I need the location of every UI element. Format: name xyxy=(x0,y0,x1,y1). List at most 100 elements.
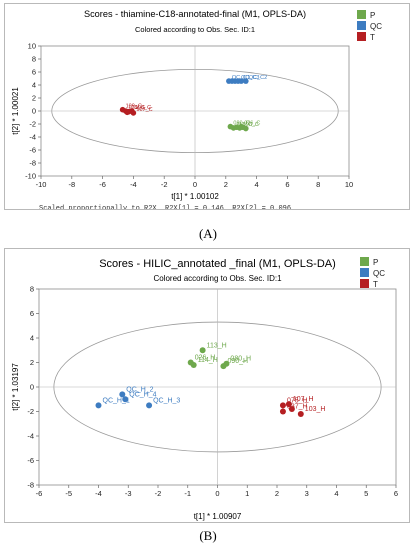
point-label-p: 113_H xyxy=(207,342,227,349)
legend-swatch-qc xyxy=(357,21,366,30)
y-tick-label: 2 xyxy=(30,358,34,367)
point-qc xyxy=(95,402,102,409)
point-label-qc: QC_H_4 xyxy=(129,391,156,398)
y-tick-label: -2 xyxy=(29,120,36,129)
point-label-p: 090_H xyxy=(227,358,248,365)
y-tick-label: -10 xyxy=(25,172,36,181)
point-label-p: 090_C xyxy=(243,122,259,128)
legend-label-t: T xyxy=(373,280,378,289)
point-p xyxy=(243,125,249,132)
point-qc xyxy=(243,78,249,84)
point-p xyxy=(199,347,206,354)
x-tick-label: -6 xyxy=(36,489,43,498)
point-label-t: 107_H xyxy=(293,396,314,403)
legend-label-p: P xyxy=(370,11,375,20)
chart-subtitle: Colored according to Obs. Sec. ID:1 xyxy=(153,274,282,283)
x-tick-label: 0 xyxy=(193,180,197,189)
chart-title: Scores - HILIC_annotated _final (M1, OPL… xyxy=(99,258,336,270)
x-tick-label: -4 xyxy=(95,489,102,498)
scaling-note: Scaled proportionally to R2X, R2X[1] = 0… xyxy=(39,205,295,209)
point-label-qc: QC_H_1 xyxy=(103,397,130,404)
y-tick-label: -4 xyxy=(29,133,36,142)
x-tick-label: -2 xyxy=(161,180,168,189)
point-label-qc: QC_C3 xyxy=(241,75,259,81)
y-tick-label: 6 xyxy=(32,68,36,77)
x-tick-label: 0 xyxy=(215,489,219,498)
point-label-t: 107_C xyxy=(136,107,152,113)
x-tick-label: -6 xyxy=(99,180,106,189)
x-tick-label: 2 xyxy=(275,489,279,498)
legend-swatch-p xyxy=(360,257,369,266)
point-qc xyxy=(122,396,129,403)
scores-plot-b: Scores - HILIC_annotated _final (M1, OPL… xyxy=(11,257,398,521)
y-tick-label: 6 xyxy=(30,309,34,318)
legend-swatch-t xyxy=(357,32,366,41)
point-t xyxy=(297,410,304,417)
point-label-p: 026_H xyxy=(195,355,216,362)
y-tick-label: -2 xyxy=(27,407,34,416)
x-tick-label: 1 xyxy=(245,489,249,498)
point-t xyxy=(279,402,286,409)
scores-plot-a: Scores - thiamine-C18-annotated-final (M… xyxy=(11,9,382,209)
y-axis-label: t[2] * 1.03197 xyxy=(11,363,20,411)
point-label-qc: QC_H_3 xyxy=(153,397,180,404)
point-t xyxy=(124,109,131,116)
point-qc xyxy=(119,391,126,398)
x-tick-label: -10 xyxy=(36,180,47,189)
legend-label-qc: QC xyxy=(370,22,382,31)
point-label-t: 075_H xyxy=(287,397,308,404)
y-tick-label: 4 xyxy=(30,334,34,343)
x-tick-label: 2 xyxy=(224,180,228,189)
point-label-p: 080_H xyxy=(230,356,251,363)
x-tick-label: -3 xyxy=(125,489,132,498)
point-label-t: 103_C xyxy=(135,105,151,111)
y-tick-label: 0 xyxy=(32,107,36,116)
x-tick-label: 3 xyxy=(305,489,309,498)
y-tick-label: -8 xyxy=(29,159,36,168)
y-tick-label: 2 xyxy=(32,94,36,103)
y-tick-label: -6 xyxy=(29,146,36,155)
y-tick-label: -6 xyxy=(27,456,34,465)
y-tick-label: -8 xyxy=(27,481,34,490)
chart-subtitle: Colored according to Obs. Sec. ID:1 xyxy=(135,25,255,34)
y-axis-label: t[2] * 1.00021 xyxy=(11,87,20,135)
point-t xyxy=(279,408,286,415)
x-tick-label: -8 xyxy=(68,180,75,189)
point-label-t: 109_C xyxy=(126,104,142,110)
x-tick-label: 4 xyxy=(255,180,259,189)
point-label-p: 113_C xyxy=(237,122,253,128)
point-label-t: 037_H xyxy=(287,404,308,411)
x-tick-label: 4 xyxy=(334,489,338,498)
point-label-p: 114_H xyxy=(198,357,218,364)
point-label-qc: QC_C1 xyxy=(232,75,250,81)
legend-label-qc: QC xyxy=(373,269,385,278)
point-t xyxy=(130,110,137,116)
point-p xyxy=(238,123,244,130)
point-p xyxy=(223,360,230,367)
legend-swatch-t xyxy=(360,279,369,288)
point-t xyxy=(285,401,292,408)
y-tick-label: 4 xyxy=(32,81,36,90)
panel-a: Scores - thiamine-C18-annotated-final (M… xyxy=(4,3,410,210)
chart-title: Scores - thiamine-C18-annotated-final (M… xyxy=(84,9,306,19)
x-tick-label: -4 xyxy=(130,180,137,189)
x-tick-label: 10 xyxy=(345,180,353,189)
point-label-p: 026_C xyxy=(244,121,260,127)
legend-label-p: P xyxy=(373,258,378,267)
y-tick-label: 8 xyxy=(32,55,36,64)
y-tick-label: -4 xyxy=(27,432,34,441)
y-tick-label: 10 xyxy=(28,42,36,51)
point-label-qc: QC_C2 xyxy=(249,75,267,81)
point-qc xyxy=(146,402,153,409)
x-tick-label: 8 xyxy=(316,180,320,189)
x-tick-label: -2 xyxy=(155,489,162,498)
legend-label-t: T xyxy=(370,33,375,42)
legend-swatch-p xyxy=(357,10,366,19)
point-label-p: 080_C xyxy=(233,121,249,127)
x-axis-label: t[1] * 1.00907 xyxy=(194,512,242,521)
point-label-qc: QC_H_2 xyxy=(126,386,153,393)
point-label-t: 039_C xyxy=(129,105,145,111)
x-tick-label: -5 xyxy=(65,489,72,498)
legend-swatch-qc xyxy=(360,268,369,277)
x-axis-label: t[1] * 1.00102 xyxy=(171,192,219,201)
